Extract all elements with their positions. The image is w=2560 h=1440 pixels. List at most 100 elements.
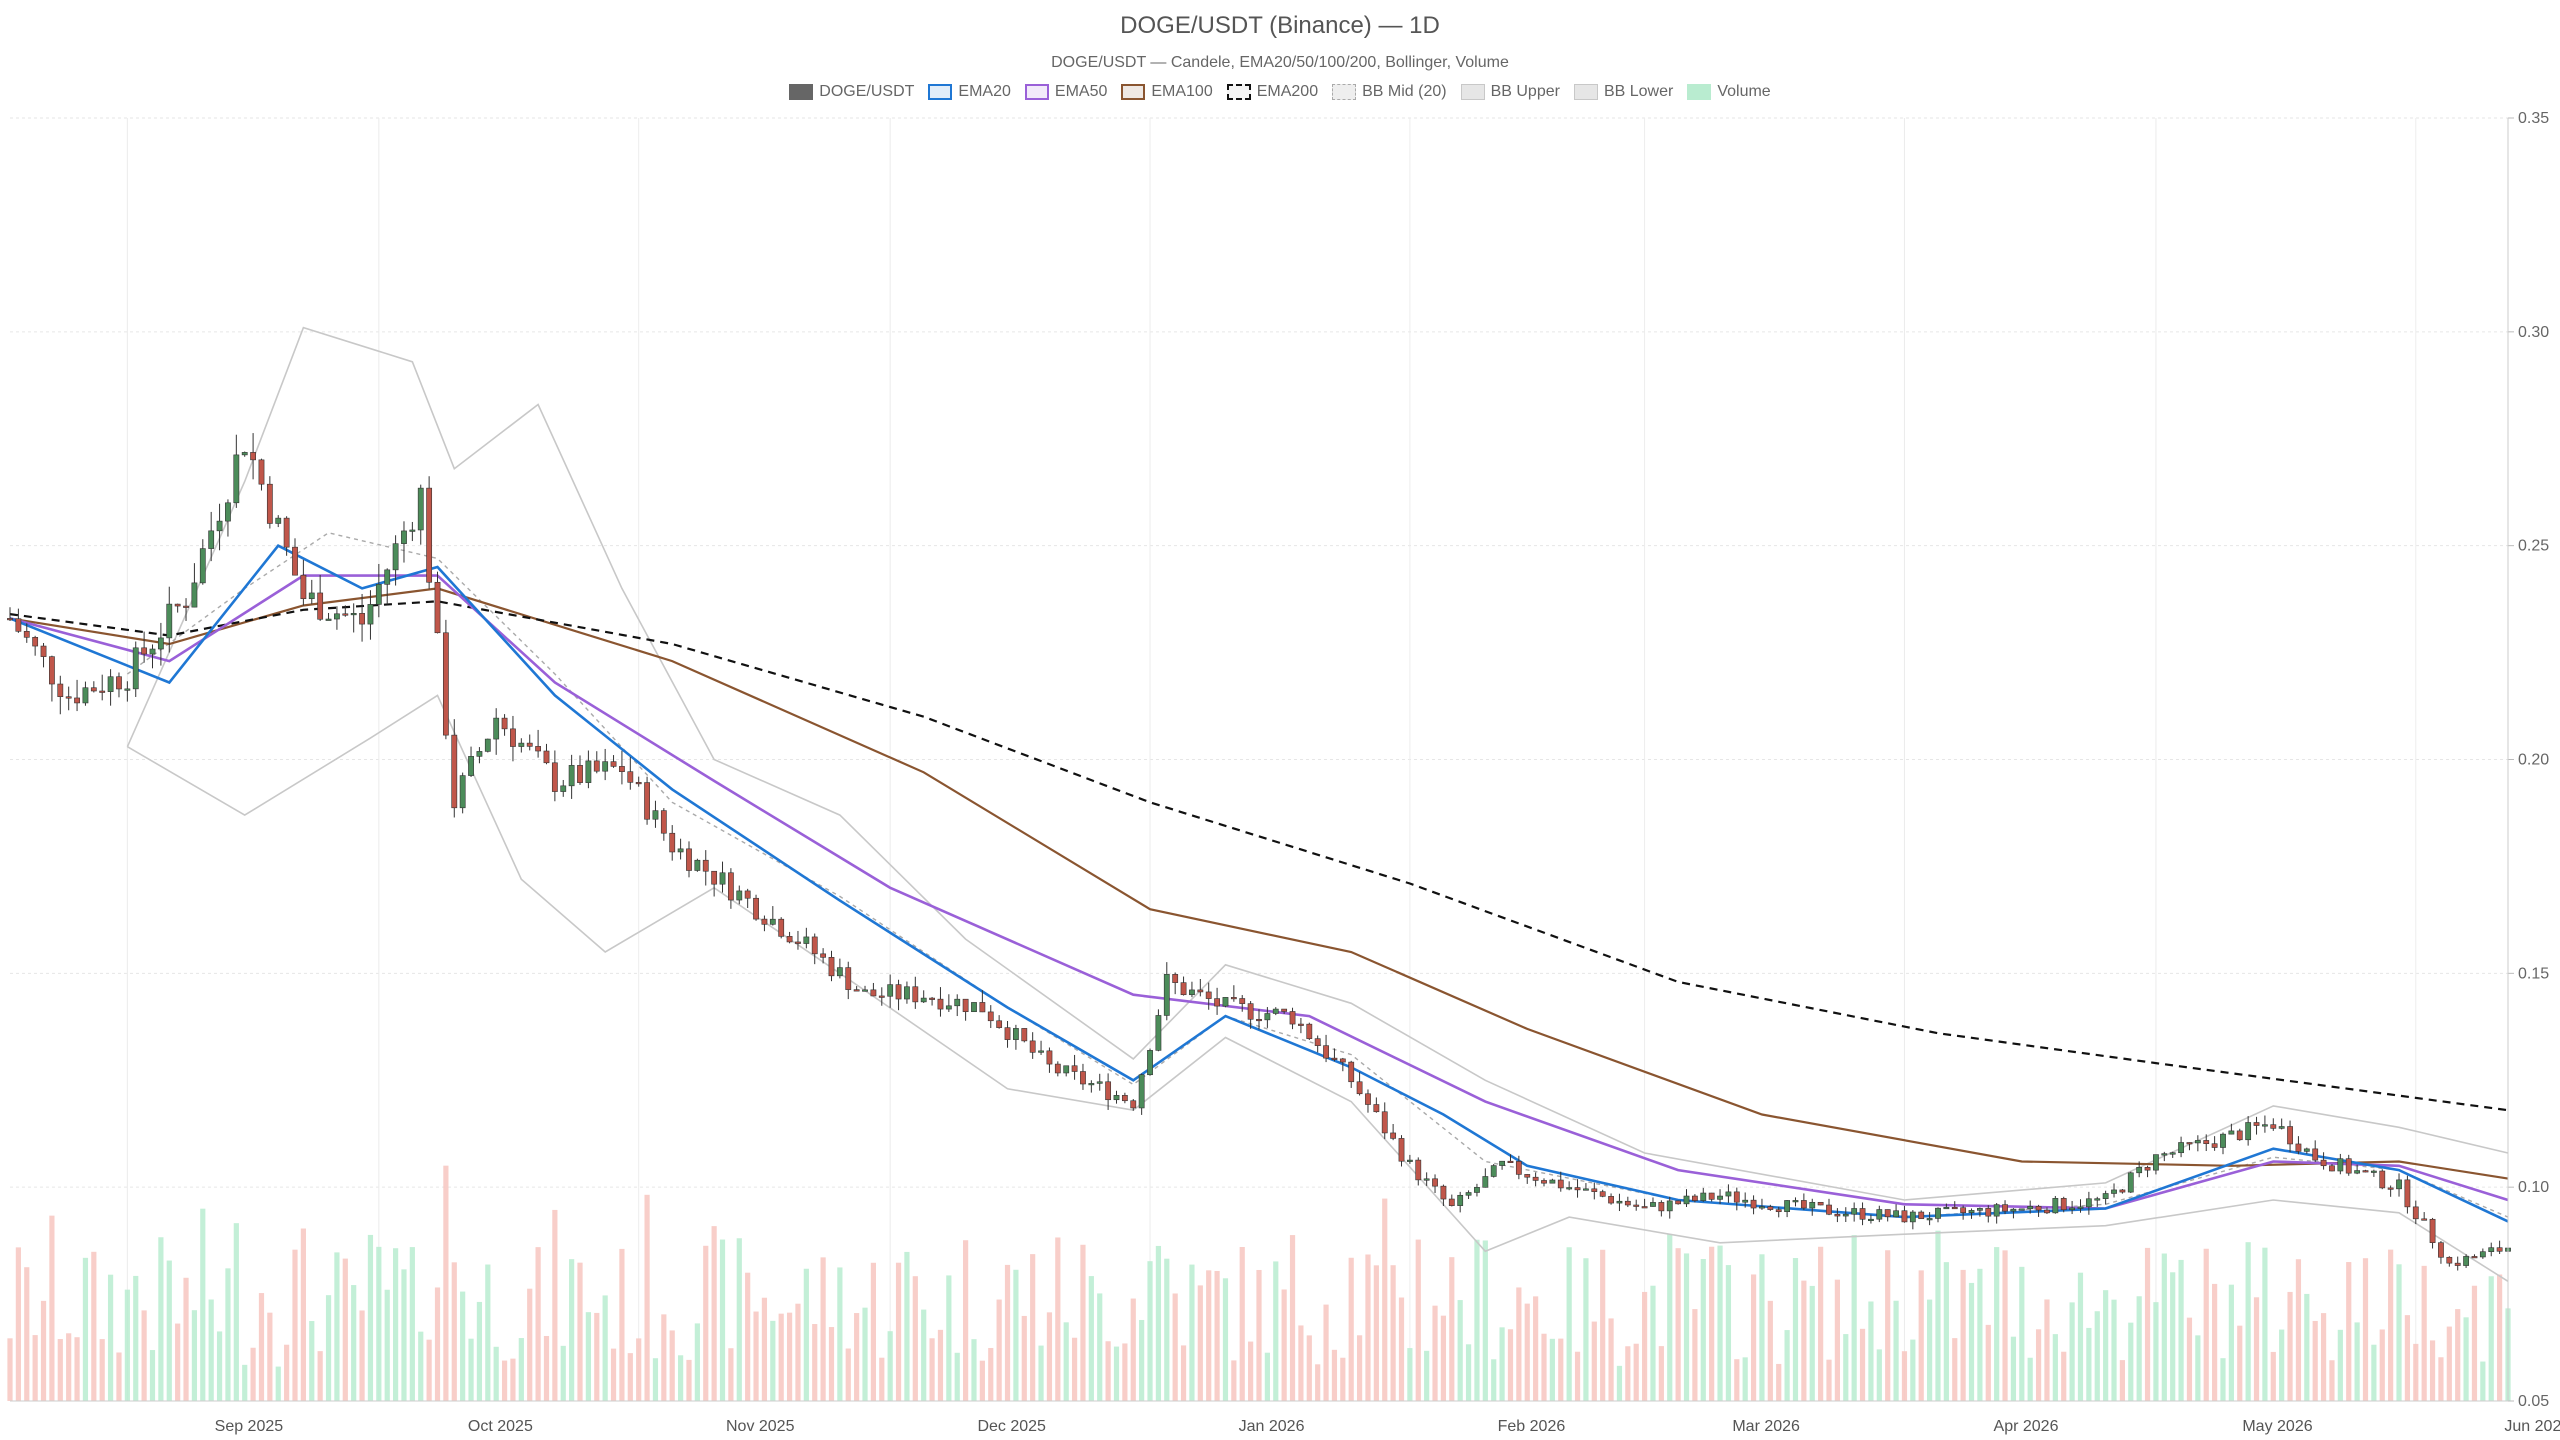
- candle-body: [258, 459, 265, 485]
- legend-item[interactable]: EMA100: [1121, 83, 1213, 101]
- candle-body: [49, 656, 55, 685]
- volume-bar: [1792, 1258, 1799, 1401]
- volume-bar: [2346, 1262, 2352, 1401]
- legend-label: DOGE/USDT: [819, 83, 915, 100]
- legend-item[interactable]: BB Lower: [1573, 83, 1673, 101]
- candle-body: [283, 517, 290, 548]
- ema50-line: [9, 574, 2509, 1210]
- candle-body: [1499, 1160, 1505, 1166]
- volume-bar: [1868, 1301, 1874, 1401]
- ema200-line: [9, 600, 2509, 1112]
- candle-body: [1733, 1191, 1740, 1203]
- candle-body: [937, 998, 944, 1010]
- volume-bar: [501, 1360, 508, 1401]
- legend-item[interactable]: BB Upper: [1460, 83, 1560, 101]
- volume-bar: [1206, 1270, 1212, 1401]
- volume-bar: [577, 1262, 583, 1401]
- candle-body: [116, 676, 122, 690]
- candle-body: [317, 592, 324, 620]
- volume-bar: [476, 1301, 483, 1401]
- legend-item[interactable]: EMA200: [1226, 83, 1318, 101]
- candle-body: [2018, 1208, 2025, 1211]
- candle-body: [1356, 1081, 1363, 1095]
- candle-body: [1080, 1071, 1086, 1085]
- volume-bar: [116, 1352, 122, 1401]
- candle-body: [1264, 1013, 1271, 1021]
- candle-body: [1113, 1095, 1120, 1101]
- volume-bar: [2237, 1325, 2243, 1401]
- grid-layer: [10, 117, 2508, 1402]
- volume-bar: [1658, 1346, 1664, 1401]
- candle-body: [2354, 1170, 2361, 1174]
- ema100-line: [9, 587, 2509, 1180]
- candle-body: [1029, 1040, 1036, 1053]
- volume-bar: [1139, 1319, 1145, 1401]
- candle-body: [711, 870, 718, 885]
- candle-body: [1004, 1027, 1011, 1040]
- volume-bar: [1910, 1339, 1916, 1401]
- candle-body: [107, 676, 114, 692]
- candle-body: [1977, 1208, 1983, 1211]
- candle-body: [208, 530, 215, 549]
- legend-swatch: [1226, 84, 1251, 100]
- candle-body: [1121, 1095, 1128, 1102]
- volume-bar: [1851, 1235, 1857, 1401]
- volume-bar: [1533, 1296, 1539, 1401]
- candle-body: [434, 581, 441, 634]
- legend-item[interactable]: DOGE/USDT: [789, 83, 914, 101]
- volume-bar: [284, 1344, 290, 1401]
- volume-bar: [904, 1251, 910, 1401]
- volume-bar: [1038, 1345, 1044, 1401]
- volume-bar: [2111, 1299, 2117, 1401]
- volume-bar: [1667, 1234, 1673, 1401]
- bb-lower-line: [126, 694, 2509, 1282]
- candle-body: [2060, 1198, 2067, 1211]
- candle-body: [2085, 1198, 2092, 1208]
- volume-bar: [49, 1215, 55, 1401]
- volume-bar: [1248, 1341, 1254, 1401]
- volume-bar: [1180, 1345, 1187, 1401]
- legend-swatch: [1460, 84, 1485, 100]
- candle-body: [1926, 1218, 1933, 1221]
- volume-bar: [216, 1331, 223, 1401]
- y-tick-label: 0.30: [2518, 324, 2549, 341]
- volume-bar: [1600, 1249, 1606, 1401]
- candle-body: [945, 1005, 952, 1010]
- candle-body: [1046, 1050, 1053, 1065]
- legend-item[interactable]: EMA50: [1024, 83, 1107, 101]
- candle-body: [2379, 1170, 2386, 1189]
- legend-item[interactable]: EMA20: [928, 83, 1011, 101]
- candle-body: [862, 989, 868, 992]
- volume-bar: [409, 1247, 415, 1401]
- chart-legend: DOGE/USDT EMA20 EMA50 EMA100 EMA200 BB Mid (2…: [0, 83, 2560, 101]
- candle-body: [1968, 1210, 1975, 1213]
- volume-bar: [1943, 1262, 1949, 1401]
- volume-bar: [1801, 1280, 1807, 1401]
- volume-bar: [2044, 1299, 2050, 1401]
- legend-item[interactable]: BB Mid (20): [1332, 83, 1447, 101]
- volume-bar: [770, 1320, 776, 1401]
- volume-bar: [1382, 1198, 1388, 1401]
- volume-bar: [2103, 1290, 2109, 1401]
- chart-subtitle: DOGE/USDT — Candele, EMA20/50/100/200, B…: [1051, 54, 1509, 71]
- volume-bar: [1013, 1269, 1019, 1401]
- legend-item[interactable]: Volume: [1687, 83, 1771, 101]
- chart-title: DOGE/USDT (Binance) — 1D: [1120, 12, 1440, 39]
- volume-bar: [988, 1347, 994, 1401]
- legend-swatch: [1573, 84, 1598, 100]
- ema20-line: [9, 544, 2509, 1223]
- candle-body: [1448, 1198, 1455, 1206]
- volume-bar: [1960, 1269, 1966, 1401]
- candle-body: [870, 989, 877, 997]
- volume-bar: [300, 1228, 306, 1401]
- candle-body: [1381, 1111, 1388, 1134]
- candle-body: [1130, 1100, 1137, 1109]
- candle-body: [761, 918, 768, 925]
- candle-body: [1775, 1209, 1782, 1213]
- volume-bar: [552, 1209, 558, 1401]
- y-tick-label: 0.25: [2518, 538, 2549, 555]
- candle-body: [845, 967, 852, 990]
- candle-body: [1742, 1199, 1749, 1203]
- volume-bar: [1700, 1259, 1706, 1401]
- volume-bar: [1591, 1321, 1597, 1401]
